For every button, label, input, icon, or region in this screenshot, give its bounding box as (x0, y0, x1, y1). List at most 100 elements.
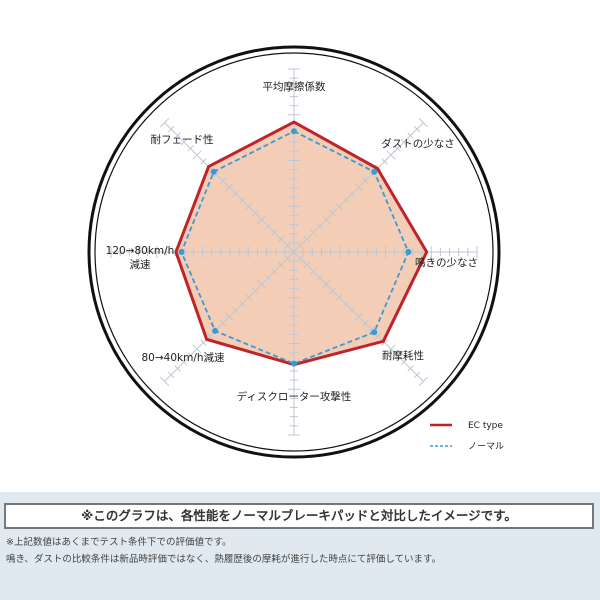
series-point-1 (371, 329, 378, 336)
axis-tick (336, 203, 343, 210)
axis-tick (232, 307, 239, 314)
axis-tick (277, 235, 285, 243)
axis-tick (368, 171, 375, 178)
axis-tick (213, 171, 220, 178)
axis-tick (321, 215, 331, 225)
axis-tick (239, 300, 246, 307)
axis-tick (167, 125, 175, 133)
axis-tick (418, 376, 428, 386)
axis-tick (354, 312, 364, 322)
axis-label: 耐フェード性 (151, 133, 214, 146)
axis-tick (167, 371, 175, 379)
legend-label: EC type (468, 421, 503, 431)
outer-ring (87, 45, 501, 459)
axis-label: ディスクローター攻撃性 (237, 390, 352, 403)
axis-tick (413, 125, 421, 133)
series-point-1 (291, 360, 297, 367)
axis-tick (329, 209, 337, 217)
axis-tick (174, 365, 181, 372)
axis-tick (257, 215, 267, 225)
axis-tick (245, 294, 252, 301)
axis-tick (336, 294, 343, 301)
axis-tick (310, 229, 317, 236)
axis-tick (321, 279, 331, 289)
axis-label: ダストの少なさ (381, 137, 455, 150)
series-point-1 (212, 327, 219, 334)
axis-tick (381, 339, 388, 346)
axis-tick (192, 344, 202, 354)
axis-tick (354, 182, 364, 192)
axis-tick (160, 376, 170, 386)
axis-label: 平均摩擦係数 (263, 80, 326, 93)
footer-note-2: 鳴き、ダストの比較条件は新品時評価ではなく、熱履歴後の摩耗が進行した時点にて評価… (6, 554, 442, 565)
axis-tick (271, 268, 278, 275)
axis-tick (386, 344, 396, 354)
axis-tick (303, 235, 311, 243)
axis-tick (316, 274, 324, 282)
axis-tick (284, 242, 291, 249)
axis-tick (257, 279, 267, 289)
axis-tick (349, 190, 356, 197)
axis-tick (232, 190, 239, 197)
axis-tick (160, 118, 170, 128)
axis-tick (174, 132, 181, 139)
series-point-1 (178, 249, 185, 255)
footer-headline: ※このグラフは、各性能をノーマルブレーキパッドと対比したイメージです。 (4, 503, 594, 529)
series-point-1 (405, 249, 412, 255)
axis-tick (245, 203, 252, 210)
axis-tick (239, 197, 246, 204)
axis-tick (394, 352, 401, 359)
axis-tick (271, 229, 278, 236)
axis-tick (407, 132, 414, 139)
axis-tick (394, 145, 401, 152)
axis-tick (310, 268, 317, 275)
footer: ※このグラフは、各性能をノーマルブレーキパッドと対比したイメージです。 ※上記数… (0, 492, 600, 600)
axis-tick (219, 177, 227, 185)
axis-tick (277, 261, 285, 269)
axis-tick (219, 319, 227, 327)
legend-label: ノーマル (468, 442, 504, 452)
axis-tick (192, 150, 202, 160)
axis-tick (303, 261, 311, 269)
axis-tick (264, 274, 272, 282)
axis-tick (297, 242, 304, 249)
axis-tick (342, 300, 349, 307)
axis-tick (349, 307, 356, 314)
axis-tick (224, 182, 234, 192)
footer-note-1: ※上記数値はあくまでテスト条件下での評価値です。 (6, 537, 232, 548)
axis-tick (264, 222, 272, 230)
inner-ring (94, 52, 494, 452)
axis-tick (374, 332, 382, 340)
series-point-1 (371, 168, 378, 175)
series-point-1 (291, 128, 297, 135)
axis-tick (284, 255, 291, 262)
axis-tick (251, 287, 259, 295)
axis-tick (400, 358, 408, 366)
series-point-1 (210, 168, 217, 175)
axis-tick (361, 177, 369, 185)
axis-tick (224, 312, 234, 322)
axis-tick (413, 371, 421, 379)
axis-tick (200, 339, 207, 346)
axis-tick (251, 209, 259, 217)
axis-label: 120→80km/h 減速 (106, 245, 175, 271)
axis-label: 耐摩耗性 (382, 349, 424, 362)
axis-tick (187, 352, 194, 359)
axis-tick (200, 158, 207, 165)
axis-tick (297, 255, 304, 262)
axis-label: 鳴きの少なさ (415, 256, 478, 269)
axis-tick (342, 197, 349, 204)
axis-tick (206, 332, 214, 340)
axis-tick (418, 118, 428, 128)
axis-tick (400, 138, 408, 146)
axis-tick (180, 138, 188, 146)
axis-tick (386, 150, 396, 160)
axis-tick (329, 287, 337, 295)
axis-tick (361, 319, 369, 327)
axis-tick (368, 326, 375, 333)
axis-label: 80→40km/h減速 (141, 351, 225, 364)
series-line-1 (180, 130, 410, 365)
axis-tick (316, 222, 324, 230)
axis-tick (180, 358, 188, 366)
